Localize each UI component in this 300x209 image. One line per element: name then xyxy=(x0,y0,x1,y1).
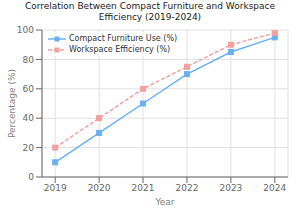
svg-text:100: 100 xyxy=(17,25,34,35)
svg-text:2023: 2023 xyxy=(219,183,242,193)
svg-text:2022: 2022 xyxy=(176,183,199,193)
svg-text:2020: 2020 xyxy=(88,183,111,193)
svg-text:0: 0 xyxy=(28,172,34,182)
html-text:Workspace Efficiency (%): Workspace Efficiency (%) xyxy=(69,45,171,54)
svg-text:2024: 2024 xyxy=(263,183,286,193)
html-text:Compact Furniture Use (%): Compact Furniture Use (%) xyxy=(69,34,178,43)
svg-text:80: 80 xyxy=(23,55,35,65)
svg-text:20: 20 xyxy=(23,143,35,153)
svg-text:60: 60 xyxy=(23,84,35,94)
svg-text:Year: Year xyxy=(154,197,174,207)
svg-text:2019: 2019 xyxy=(44,183,67,193)
svg-text:Percentage (%): Percentage (%) xyxy=(7,69,17,138)
html-text:Correlation Between Compact Fu: Correlation Between Compact Furniture an… xyxy=(24,1,275,22)
svg-text:2021: 2021 xyxy=(132,183,155,193)
svg-text:40: 40 xyxy=(23,113,35,123)
